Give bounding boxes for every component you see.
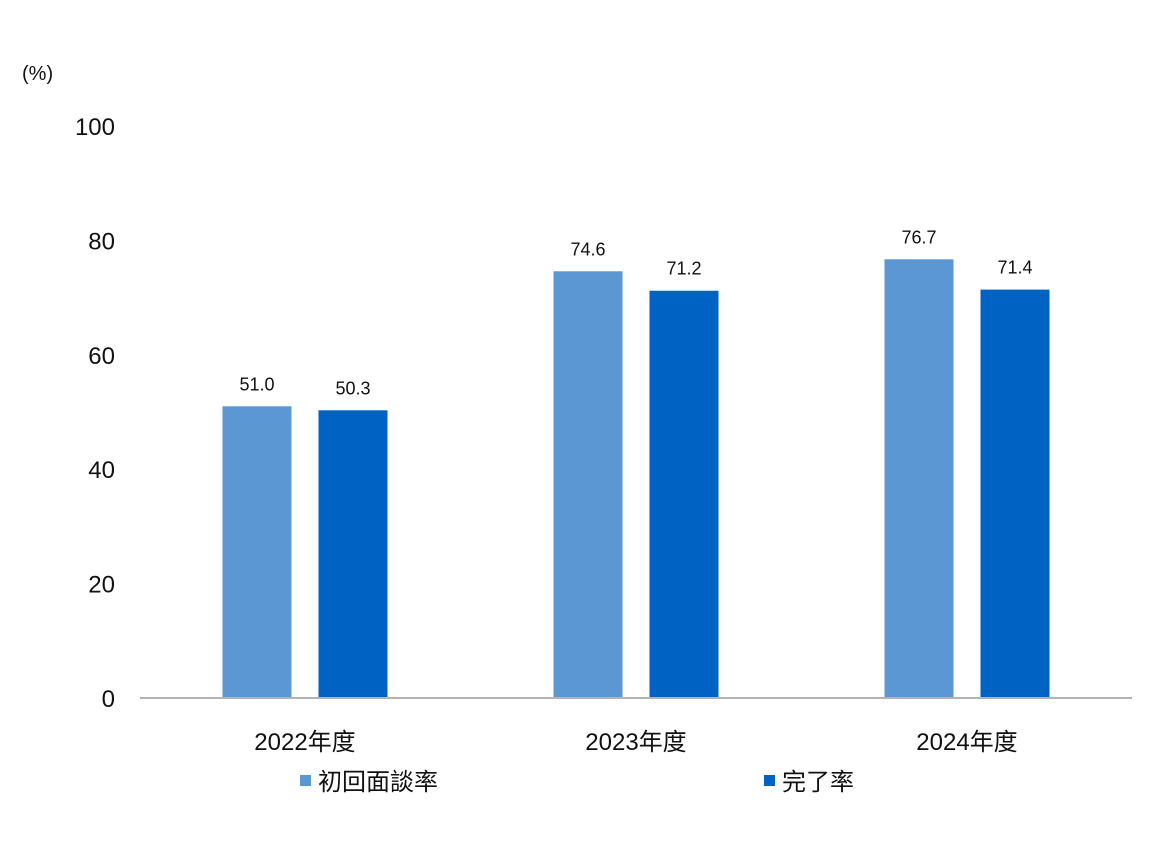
bar-completion-rate: [649, 290, 719, 698]
bar-initial-interview-rate: [222, 406, 292, 698]
y-unit-label: (%): [22, 63, 53, 85]
y-tick-label: 60: [88, 343, 115, 370]
legend-swatch: [300, 775, 311, 786]
data-label: 50.3: [335, 378, 370, 398]
y-tick-label: 40: [88, 457, 115, 484]
legend-label: 初回面談率: [318, 769, 438, 796]
bar-completion-rate: [980, 289, 1050, 698]
x-axis-categories: 2022年度 2023年度 2024年度: [254, 729, 1017, 756]
y-tick-label: 80: [88, 228, 115, 255]
legend: 初回面談率 完了率: [300, 769, 854, 796]
x-category-label: 2023年度: [585, 729, 686, 756]
data-label: 71.4: [997, 258, 1032, 278]
y-tick-label: 20: [88, 572, 115, 599]
y-tick-label: 100: [75, 114, 115, 141]
y-axis-ticks: 0 20 40 60 80 100: [75, 114, 115, 713]
bar-initial-interview-rate: [553, 271, 623, 698]
data-label: 76.7: [901, 227, 936, 247]
bar-completion-rate: [318, 410, 388, 698]
data-label: 71.2: [666, 259, 701, 279]
legend-label: 完了率: [782, 769, 854, 796]
x-category-label: 2024年度: [916, 729, 1017, 756]
bars: 51.0 50.3 74.6 71.2 76.7 71.4: [222, 227, 1050, 698]
y-tick-label: 0: [102, 686, 115, 713]
bar-initial-interview-rate: [884, 259, 954, 698]
data-label: 74.6: [570, 239, 605, 259]
legend-swatch: [764, 775, 775, 786]
data-label: 51.0: [239, 374, 274, 394]
x-category-label: 2022年度: [254, 729, 355, 756]
